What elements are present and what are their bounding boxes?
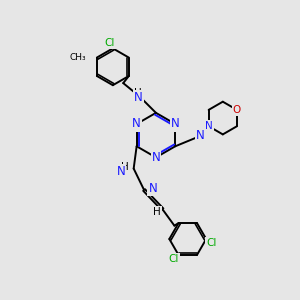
Text: N: N bbox=[171, 118, 180, 130]
Text: N: N bbox=[152, 151, 160, 164]
Text: N: N bbox=[117, 165, 125, 178]
Text: N: N bbox=[132, 118, 141, 130]
Text: H: H bbox=[153, 207, 161, 217]
Text: H: H bbox=[122, 162, 129, 172]
Text: Cl: Cl bbox=[105, 38, 115, 48]
Text: N: N bbox=[205, 121, 212, 131]
Text: O: O bbox=[233, 105, 241, 115]
Text: CH₃: CH₃ bbox=[70, 53, 86, 62]
Text: Cl: Cl bbox=[206, 238, 217, 248]
Text: N: N bbox=[196, 129, 205, 142]
Text: Cl: Cl bbox=[168, 254, 178, 264]
Text: N: N bbox=[134, 92, 142, 104]
Text: H: H bbox=[134, 88, 142, 98]
Text: N: N bbox=[148, 182, 157, 195]
